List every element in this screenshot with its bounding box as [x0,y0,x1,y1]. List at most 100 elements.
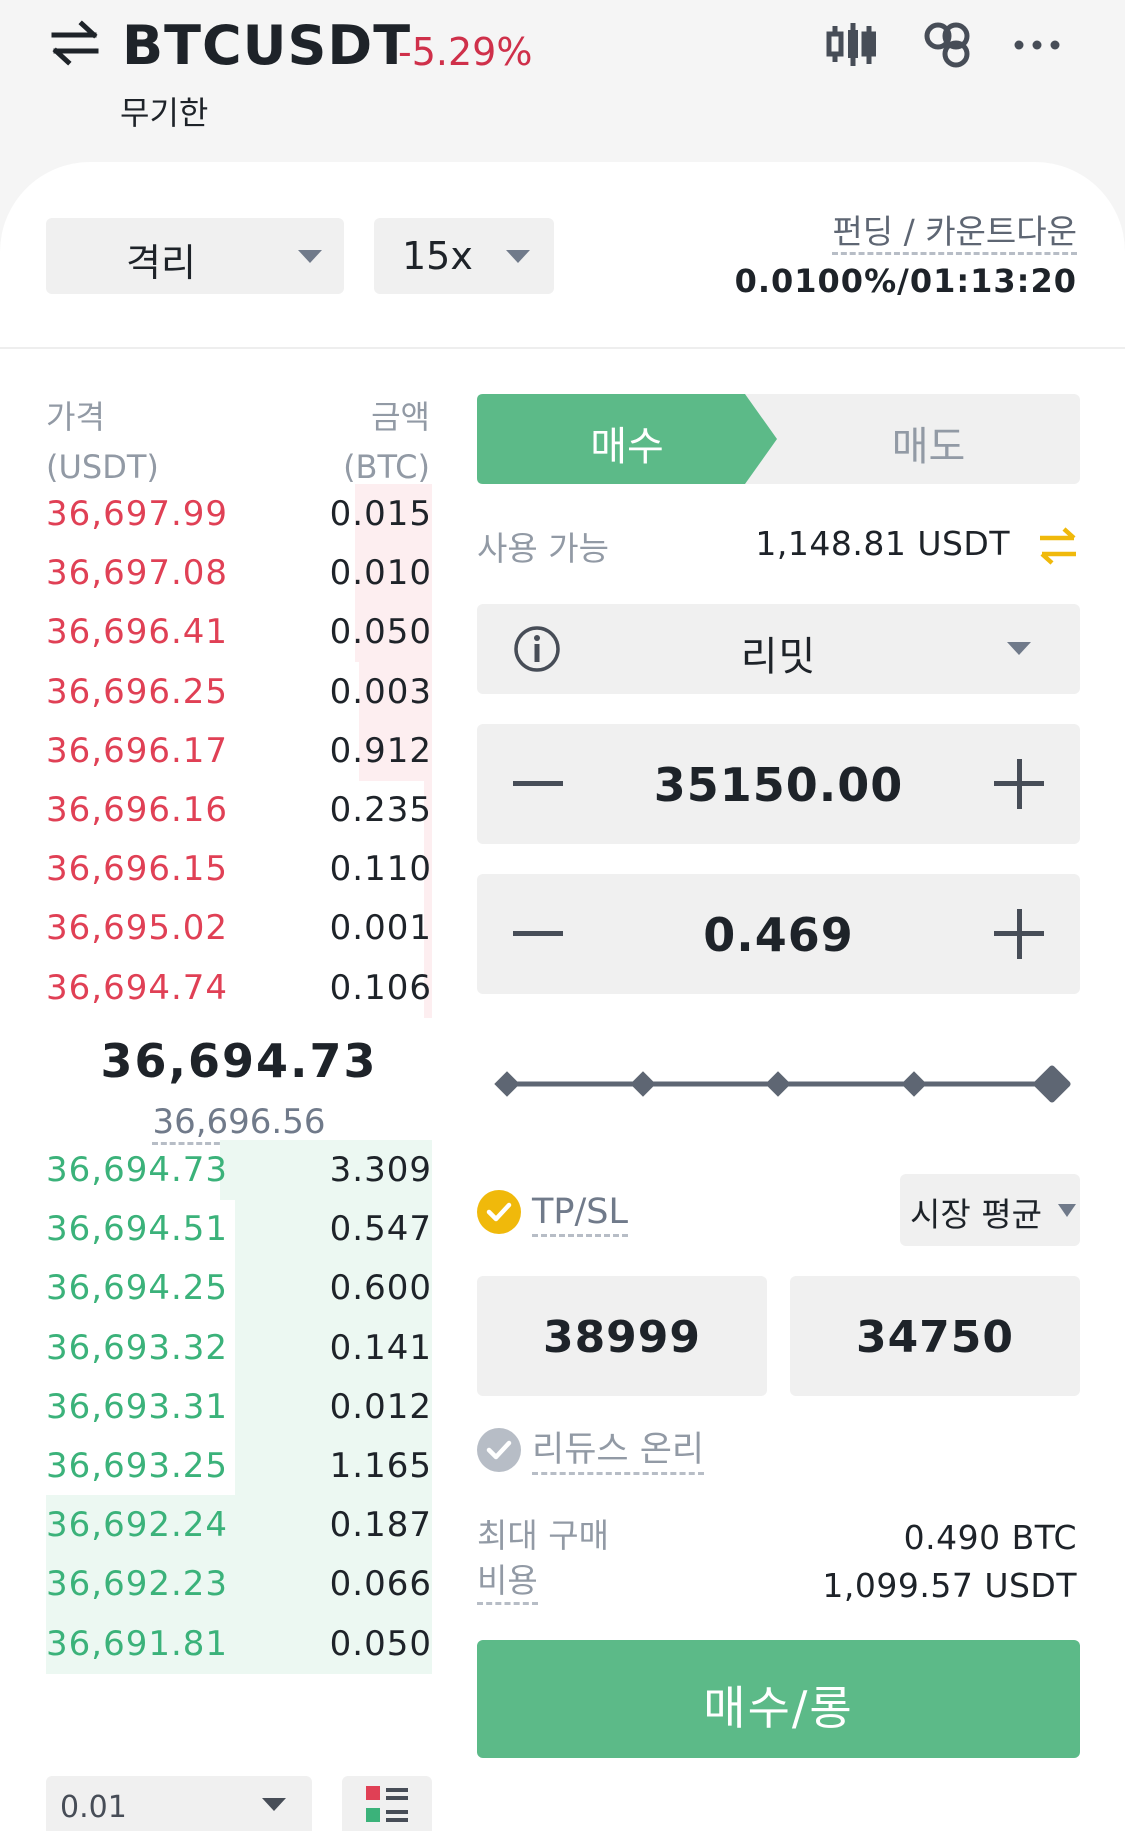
ask-price: 36,695.02 [46,908,229,949]
percent-slider[interactable] [477,1050,1080,1120]
bid-amount: 0.547 [329,1209,432,1250]
bid-amount: 0.050 [329,1623,432,1664]
slider-step-50 [765,1071,791,1097]
quantity-decrease-button[interactable] [513,931,563,936]
depth-bar [358,661,432,722]
check-icon [486,1440,512,1460]
ask-price: 36,697.99 [46,494,229,534]
bid-row[interactable]: 36,694.25 0.600 [46,1258,432,1319]
caret-down-icon [298,250,322,263]
orderbook-layout-icon [366,1786,408,1822]
bid-row[interactable]: 36,694.73 3.309 [46,1140,432,1200]
symbol-title[interactable]: BTCUSDT [122,14,412,77]
bid-row[interactable]: 36,694.51 0.547 [46,1199,432,1260]
bid-row[interactable]: 36,693.31 0.012 [46,1376,432,1437]
bid-amount: 1.165 [329,1446,432,1486]
ask-row[interactable]: 36,696.15 0.110 [46,839,432,900]
ask-amount: 0.003 [329,671,432,712]
bid-row[interactable]: 36,693.32 0.141 [46,1317,432,1378]
tab-sell[interactable]: 매도 [891,424,966,470]
divider [0,347,1125,349]
info-icon[interactable] [513,625,561,673]
ask-price: 36,696.16 [46,790,229,830]
more-icon[interactable] [1012,20,1062,70]
price-input[interactable]: 35150.00 [477,724,1080,844]
ask-row[interactable]: 36,696.41 0.050 [46,602,432,663]
depth-bar [358,720,432,781]
depth-bar [235,1258,432,1319]
ask-price: 36,696.15 [46,849,229,890]
ask-row[interactable]: 36,696.25 0.003 [46,661,432,722]
reduce-only-checkbox[interactable] [477,1428,521,1472]
ask-amount: 0.912 [329,730,432,771]
price-change: -5.29% [398,30,533,74]
tpsl-label[interactable]: TP/SL [532,1190,628,1237]
bid-row[interactable]: 36,693.25 1.165 [46,1436,432,1496]
stop-loss-input[interactable]: 34750 [790,1276,1080,1396]
max-buy-label: 최대 구매 [477,1516,609,1555]
ask-row[interactable]: 36,696.16 0.235 [46,780,432,840]
depth-bar [235,1436,432,1496]
slider-handle [1033,1065,1071,1103]
last-price[interactable]: 36,694.73 [100,1034,378,1088]
funding-countdown-label[interactable]: 펀딩 / 카운트다운 [832,212,1077,255]
reduce-only-label[interactable]: 리듀스 온리 [532,1428,705,1475]
mark-price-value: 36,696.56 [152,1102,326,1145]
trigger-type-select[interactable]: 시장 평균 [900,1174,1080,1246]
take-profit-value: 38999 [542,1312,702,1363]
buy-long-label: 매수/롱 [703,1681,854,1735]
mark-price[interactable]: 36,696.56 [46,1102,432,1145]
depth-bar [424,839,432,900]
orderbook-layout-button[interactable] [342,1776,432,1831]
tab-buy-shape[interactable] [477,394,777,484]
margin-mode-select[interactable]: 격리 [46,218,344,294]
depth-bar [424,957,432,1018]
ask-row[interactable]: 36,695.02 0.001 [46,898,432,959]
side-tabs: 매수 매도 [477,394,1080,484]
bid-amount: 0.066 [329,1564,432,1605]
price-header-line2: (USDT) [46,448,159,486]
candlestick-chart-icon[interactable] [826,20,876,70]
ask-row[interactable]: 36,694.74 0.106 [46,957,432,1018]
ask-price: 36,696.17 [46,730,229,771]
ask-row[interactable]: 36,697.08 0.010 [46,543,432,604]
order-type-label: 리밋 [740,634,817,680]
depth-bar [354,484,432,544]
quantity-input[interactable]: 0.469 [477,874,1080,994]
stop-loss-value: 34750 [855,1312,1015,1363]
trigger-type-label: 시장 평균 [910,1195,1042,1234]
bid-row[interactable]: 36,692.23 0.066 [46,1554,432,1615]
ask-row[interactable]: 36,696.17 0.912 [46,720,432,781]
ask-amount: 0.110 [329,849,432,890]
cost-label[interactable]: 비용 [477,1560,538,1605]
available-value: 1,148.81 USDT [755,524,1010,563]
check-icon [486,1202,512,1222]
ask-row[interactable]: 36,697.99 0.015 [46,484,432,544]
leverage-label: 15x [402,234,473,278]
caret-down-icon [262,1798,286,1811]
depth-step-label: 0.01 [60,1790,127,1825]
bid-row[interactable]: 36,691.81 0.050 [46,1613,432,1674]
swap-arrows-icon[interactable] [50,18,100,68]
bid-amount: 0.187 [329,1505,432,1546]
price-decrease-button[interactable] [513,781,563,786]
plus-icon [1017,759,1022,809]
buy-long-button[interactable]: 매수/롱 [477,1640,1080,1758]
transfer-icon[interactable] [1036,524,1080,568]
ask-amount: 0.106 [329,967,432,1008]
tab-buy[interactable]: 매수 [590,424,664,470]
link-icon[interactable] [922,20,972,70]
depth-bar [424,780,432,840]
bid-row[interactable]: 36,692.24 0.187 [46,1495,432,1556]
ask-price: 36,696.25 [46,671,229,712]
depth-step-select[interactable]: 0.01 [46,1776,312,1831]
bid-price: 36,693.31 [46,1386,229,1427]
order-type-select[interactable]: 리밋 [477,604,1080,694]
leverage-select[interactable]: 15x [374,218,554,294]
take-profit-input[interactable]: 38999 [477,1276,767,1396]
tpsl-checkbox[interactable] [477,1190,521,1234]
depth-bar [46,1495,432,1556]
bid-amount: 0.141 [329,1327,432,1368]
slider-step-25 [630,1071,656,1097]
available-label: 사용 가능 [477,529,609,568]
